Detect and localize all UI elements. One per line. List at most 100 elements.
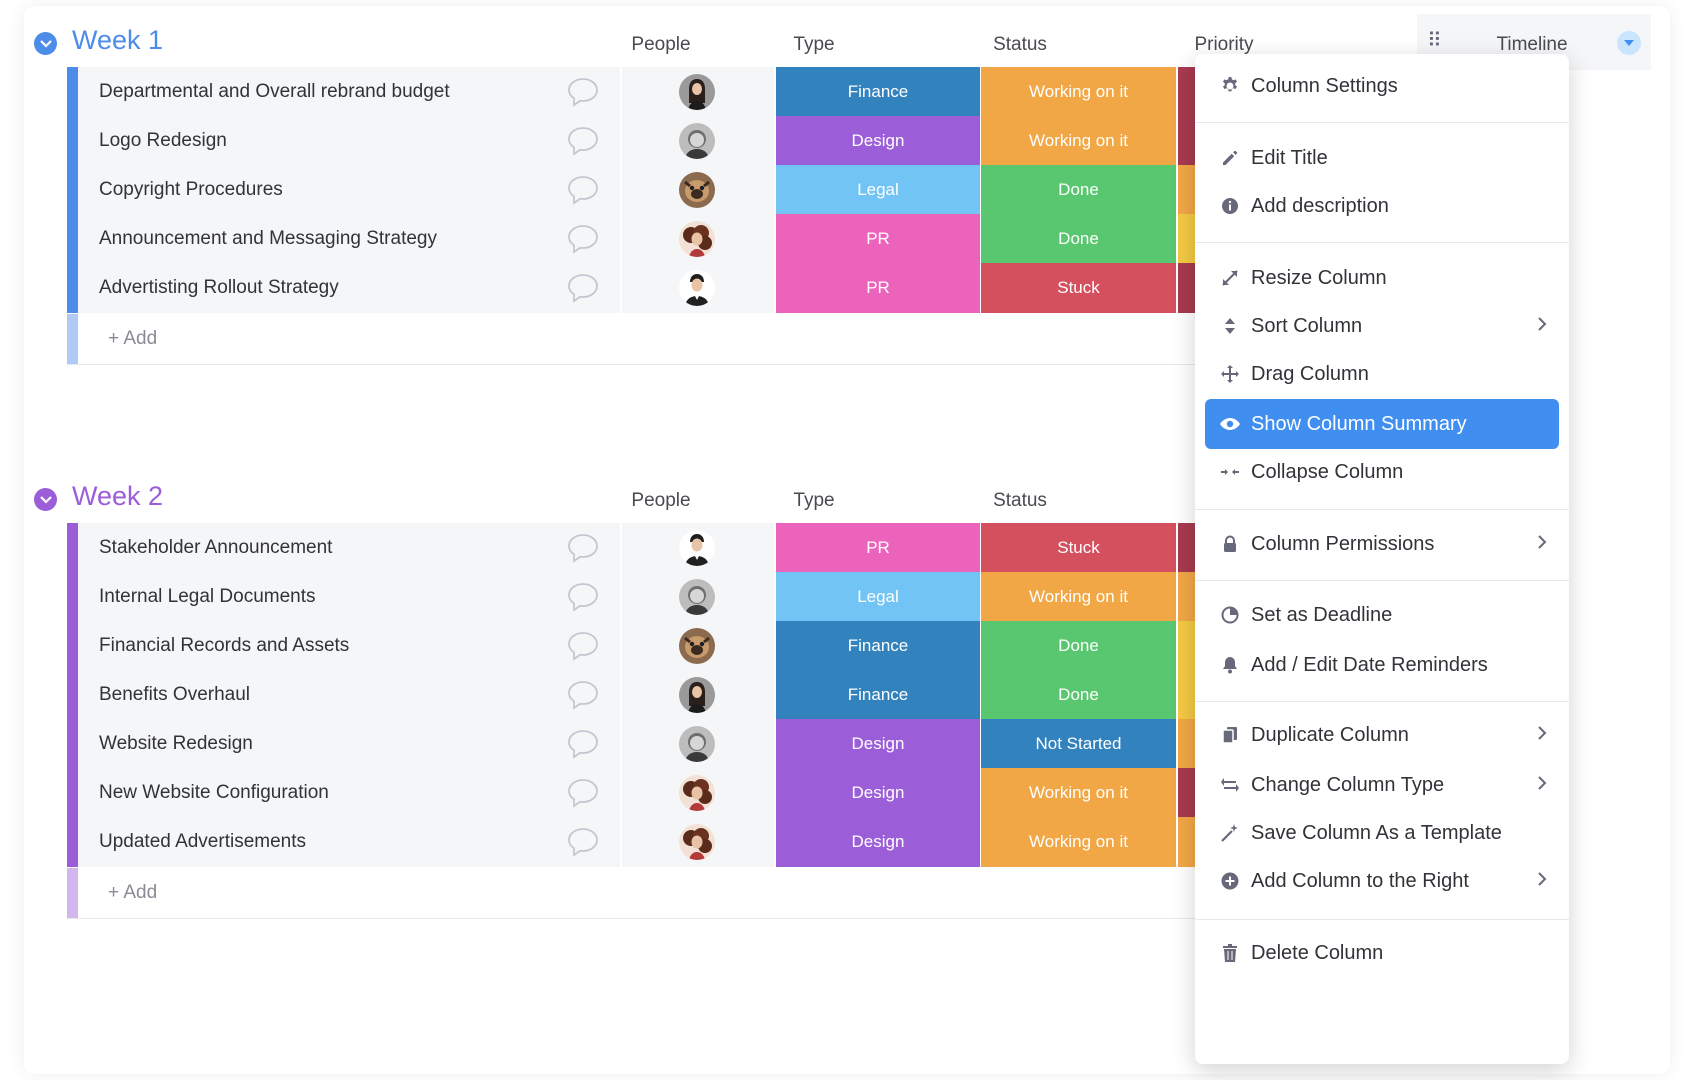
item-name-cell[interactable]: Copyright Procedures [78,165,620,215]
item-name-cell[interactable]: Announcement and Messaging Strategy [78,214,620,264]
type-cell[interactable]: PR [776,263,980,313]
menu-item-save-column-as-a-template[interactable]: Save Column As a Template [1205,808,1559,858]
column-header-type[interactable]: Type [793,490,835,511]
item-name-cell[interactable]: Internal Legal Documents [78,572,620,622]
type-cell[interactable]: Design [776,768,980,818]
column-menu-button[interactable] [1617,31,1641,55]
people-cell[interactable] [622,67,774,117]
updates-bubble-icon[interactable] [566,76,600,113]
item-name[interactable]: Logo Redesign [99,130,227,151]
table-row[interactable]: Departmental and Overall rebrand budget F… [67,67,1670,117]
updates-bubble-icon[interactable] [566,777,600,814]
type-cell[interactable]: Finance [776,621,980,671]
type-cell[interactable]: Legal [776,165,980,215]
type-cell[interactable]: PR [776,523,980,573]
menu-item-add-edit-date-reminders[interactable]: Add / Edit Date Reminders [1205,640,1559,690]
item-name[interactable]: Updated Advertisements [99,831,307,852]
table-row[interactable]: Advertisting Rollout Strategy PR Stuck [67,263,1670,313]
type-cell[interactable]: Finance [776,670,980,720]
item-name-cell[interactable]: New Website Configuration [78,768,620,818]
item-name-cell[interactable]: Benefits Overhaul [78,670,620,720]
people-cell[interactable] [622,523,774,573]
status-cell[interactable]: Done [981,165,1176,215]
item-name-cell[interactable]: Logo Redesign [78,116,620,166]
menu-item-drag-column[interactable]: Drag Column [1205,349,1559,399]
menu-item-add-column-to-the-right[interactable]: Add Column to the Right [1205,856,1559,906]
status-cell[interactable]: Done [981,670,1176,720]
item-name-cell[interactable]: Financial Records and Assets [78,621,620,671]
menu-item-collapse-column[interactable]: Collapse Column [1205,447,1559,497]
drag-handle-icon[interactable]: ⠿ [1427,30,1442,52]
updates-bubble-icon[interactable] [566,630,600,667]
menu-item-column-settings[interactable]: Column Settings [1205,61,1559,111]
status-cell[interactable]: Stuck [981,263,1176,313]
updates-bubble-icon[interactable] [566,272,600,309]
item-name[interactable]: Advertisting Rollout Strategy [99,277,339,298]
item-name-cell[interactable]: Departmental and Overall rebrand budget [78,67,620,117]
item-name[interactable]: Benefits Overhaul [99,684,251,705]
updates-bubble-icon[interactable] [566,679,600,716]
menu-item-delete-column[interactable]: Delete Column [1205,928,1559,978]
item-name[interactable]: Stakeholder Announcement [99,537,333,558]
menu-item-duplicate-column[interactable]: Duplicate Column [1205,710,1559,760]
item-name-cell[interactable]: Advertisting Rollout Strategy [78,263,620,313]
column-header-type[interactable]: Type [793,34,835,55]
item-name[interactable]: Announcement and Messaging Strategy [99,228,437,249]
menu-item-change-column-type[interactable]: Change Column Type [1205,760,1559,810]
add-item-row[interactable]: + Add [67,868,1267,919]
status-cell[interactable]: Working on it [981,817,1176,867]
table-row[interactable]: Stakeholder Announcement PR Stuck [67,523,1670,573]
status-cell[interactable]: Working on it [981,572,1176,622]
status-cell[interactable]: Working on it [981,768,1176,818]
people-cell[interactable] [622,116,774,166]
people-cell[interactable] [622,214,774,264]
menu-item-sort-column[interactable]: Sort Column [1205,301,1559,351]
status-cell[interactable]: Working on it [981,116,1176,166]
item-name-cell[interactable]: Stakeholder Announcement [78,523,620,573]
updates-bubble-icon[interactable] [566,826,600,863]
people-cell[interactable] [622,719,774,769]
group-title[interactable]: Week 2 [72,481,164,511]
updates-bubble-icon[interactable] [566,728,600,765]
column-header-status[interactable]: Status [993,34,1047,55]
people-cell[interactable] [622,768,774,818]
add-item-input[interactable]: + Add [108,328,158,349]
status-cell[interactable]: Working on it [981,67,1176,117]
people-cell[interactable] [622,165,774,215]
people-cell[interactable] [622,670,774,720]
type-cell[interactable]: Design [776,817,980,867]
updates-bubble-icon[interactable] [566,125,600,162]
menu-item-resize-column[interactable]: Resize Column [1205,253,1559,303]
type-cell[interactable]: Finance [776,67,980,117]
group-title[interactable]: Week 1 [72,25,164,55]
menu-item-set-as-deadline[interactable]: Set as Deadline [1205,590,1559,640]
status-cell[interactable]: Stuck [981,523,1176,573]
item-name[interactable]: Internal Legal Documents [99,586,316,607]
status-cell[interactable]: Not Started [981,719,1176,769]
table-row[interactable]: New Website Configuration Design Working o… [67,768,1670,818]
column-header-people[interactable]: People [631,34,691,55]
status-cell[interactable]: Done [981,621,1176,671]
item-name-cell[interactable]: Website Redesign [78,719,620,769]
updates-bubble-icon[interactable] [566,223,600,260]
type-cell[interactable]: Design [776,719,980,769]
item-name[interactable]: Website Redesign [99,733,253,754]
item-name-cell[interactable]: Updated Advertisements [78,817,620,867]
type-cell[interactable]: Design [776,116,980,166]
column-header-priority[interactable]: Priority [1194,34,1254,55]
table-row[interactable]: Updated Advertisements Design Working on i… [67,817,1670,867]
menu-item-add-description[interactable]: Add description [1205,181,1559,231]
updates-bubble-icon[interactable] [566,581,600,618]
column-header-people[interactable]: People [631,490,691,511]
item-name[interactable]: Departmental and Overall rebrand budget [99,81,450,102]
type-cell[interactable]: PR [776,214,980,264]
people-cell[interactable] [622,817,774,867]
updates-bubble-icon[interactable] [566,532,600,569]
menu-item-show-column-summary[interactable]: Show Column Summary [1205,399,1559,449]
item-name[interactable]: New Website Configuration [99,782,329,803]
menu-item-column-permissions[interactable]: Column Permissions [1205,519,1559,569]
item-name[interactable]: Copyright Procedures [99,179,283,200]
status-cell[interactable]: Done [981,214,1176,264]
table-row[interactable]: Financial Records and Assets Finance Done [67,621,1670,671]
type-cell[interactable]: Legal [776,572,980,622]
